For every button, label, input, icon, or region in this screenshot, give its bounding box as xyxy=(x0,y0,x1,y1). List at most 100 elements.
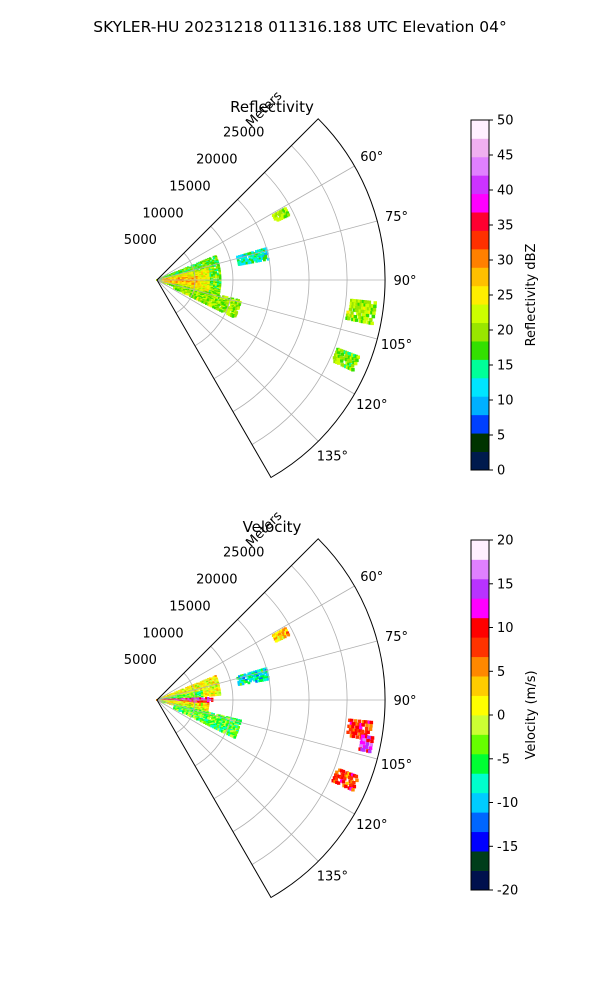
azimuth-tick-label: 105° xyxy=(381,338,412,353)
colorbar-tick-label: 35 xyxy=(497,219,514,234)
range-ring xyxy=(194,226,234,347)
azimuth-gridline xyxy=(156,279,355,395)
colorbar-tick-label: 5 xyxy=(497,429,505,444)
azimuth-gridline xyxy=(156,699,319,862)
panel-title: Reflectivity xyxy=(230,98,314,116)
colorbar-swatch xyxy=(471,285,489,305)
colorbar-swatch xyxy=(471,304,489,324)
azimuth-tick-label: 90° xyxy=(393,694,416,709)
range-ring xyxy=(213,619,272,800)
colorbar-tick-label: -5 xyxy=(497,752,510,767)
colorbar-swatch xyxy=(471,578,489,599)
colorbar-swatch xyxy=(471,870,489,891)
colorbar-swatch xyxy=(471,120,489,139)
range-tick-label: 20000 xyxy=(196,573,237,588)
colorbar-tick-label: 10 xyxy=(497,394,514,409)
colorbar-swatch xyxy=(471,230,489,250)
azimuth-gridline xyxy=(156,585,355,701)
colorbar-swatch xyxy=(471,212,489,231)
azimuth-tick-label: 135° xyxy=(317,869,348,884)
range-ring xyxy=(251,565,348,865)
echo-region xyxy=(271,627,291,643)
colorbar-swatch xyxy=(471,322,489,342)
colorbar-label: Reflectivity dBZ xyxy=(524,244,539,347)
colorbar-swatch xyxy=(471,753,489,774)
colorbar-swatch xyxy=(471,773,489,794)
echo-region xyxy=(271,207,291,222)
colorbar-swatch xyxy=(471,812,489,833)
colorbar-swatch xyxy=(471,267,489,287)
azimuth-gridline xyxy=(156,699,378,760)
colorbar-swatch xyxy=(471,156,489,176)
colorbar-tick-label: -15 xyxy=(497,840,518,855)
azimuth-gridline xyxy=(156,640,378,701)
range-tick-label: 5000 xyxy=(124,233,157,248)
colorbar-swatch xyxy=(471,193,489,213)
azimuth-gridline xyxy=(156,165,355,281)
colorbar-swatch xyxy=(471,792,489,813)
colorbar-tick-label: 20 xyxy=(497,534,514,549)
range-ring xyxy=(251,145,348,445)
range-tick-label: 15000 xyxy=(169,179,210,194)
echo-region xyxy=(345,298,377,326)
sector-frame xyxy=(156,118,386,479)
colorbar-swatch xyxy=(471,433,489,452)
echo-region xyxy=(331,768,359,792)
azimuth-tick-label: 105° xyxy=(381,758,412,773)
colorbar-swatch xyxy=(471,540,489,560)
colorbar-tick-label: 20 xyxy=(497,324,514,339)
colorbar-swatch xyxy=(471,396,489,416)
azimuth-tick-label: 75° xyxy=(385,630,408,645)
colorbar-label: Velocity (m/s) xyxy=(524,670,539,759)
range-ring xyxy=(194,646,234,767)
figure-title: SKYLER-HU 20231218 011316.188 UTC Elevat… xyxy=(93,18,507,36)
colorbar-tick-label: 0 xyxy=(497,709,505,724)
colorbar-swatch xyxy=(471,248,489,268)
azimuth-tick-label: 120° xyxy=(356,818,387,833)
azimuth-gridline xyxy=(156,220,378,281)
reflectivity-colorbar: 0 5 10 15 20 25 30 35 40 45 50 Reflectivity dBZ xyxy=(470,114,539,479)
colorbar-swatch xyxy=(471,138,489,158)
colorbar-swatch xyxy=(471,695,489,716)
azimuth-gridline xyxy=(156,699,355,815)
colorbar-swatch xyxy=(471,656,489,677)
azimuth-tick-label: 75° xyxy=(385,210,408,225)
echo-region xyxy=(358,734,375,754)
range-tick-label: 10000 xyxy=(142,206,183,221)
range-ring xyxy=(175,252,196,314)
azimuth-tick-label: 135° xyxy=(317,449,348,464)
azimuth-tick-label: 60° xyxy=(360,150,383,165)
colorbar-tick-label: -20 xyxy=(497,884,518,899)
azimuth-tick-label: 60° xyxy=(360,570,383,585)
colorbar-swatch xyxy=(471,359,489,379)
range-tick-label: 20000 xyxy=(196,153,237,168)
colorbar-swatch xyxy=(471,851,489,871)
radar-echoes xyxy=(156,207,377,372)
velocity-colorbar: -20 -15 -10 -5 0 5 10 15 20 Velocity (m/s) xyxy=(470,534,539,899)
colorbar-swatch xyxy=(471,451,489,471)
colorbar-tick-label: 15 xyxy=(497,577,514,592)
colorbar-swatch xyxy=(471,734,489,755)
echo-region xyxy=(332,347,360,372)
colorbar-swatch xyxy=(471,637,489,658)
range-tick-label: 25000 xyxy=(223,546,264,561)
range-ring xyxy=(175,672,196,734)
colorbar-swatch xyxy=(471,377,489,397)
range-ring xyxy=(232,172,310,412)
colorbar-tick-label: 50 xyxy=(497,114,514,129)
colorbar-tick-label: 45 xyxy=(497,149,514,164)
colorbar-swatch xyxy=(471,341,489,360)
colorbar-swatch xyxy=(471,175,489,195)
range-tick-label: 5000 xyxy=(124,653,157,668)
azimuth-gridline xyxy=(156,279,319,442)
azimuth-tick-label: 90° xyxy=(393,274,416,289)
panel-title: Velocity xyxy=(243,518,302,536)
colorbar-tick-label: 15 xyxy=(497,359,514,374)
range-tick-label: 15000 xyxy=(169,599,210,614)
colorbar-swatch xyxy=(471,831,489,852)
range-ring xyxy=(213,199,272,380)
colorbar-tick-label: -10 xyxy=(497,796,518,811)
range-ring xyxy=(232,592,310,832)
echo-region xyxy=(236,667,270,686)
